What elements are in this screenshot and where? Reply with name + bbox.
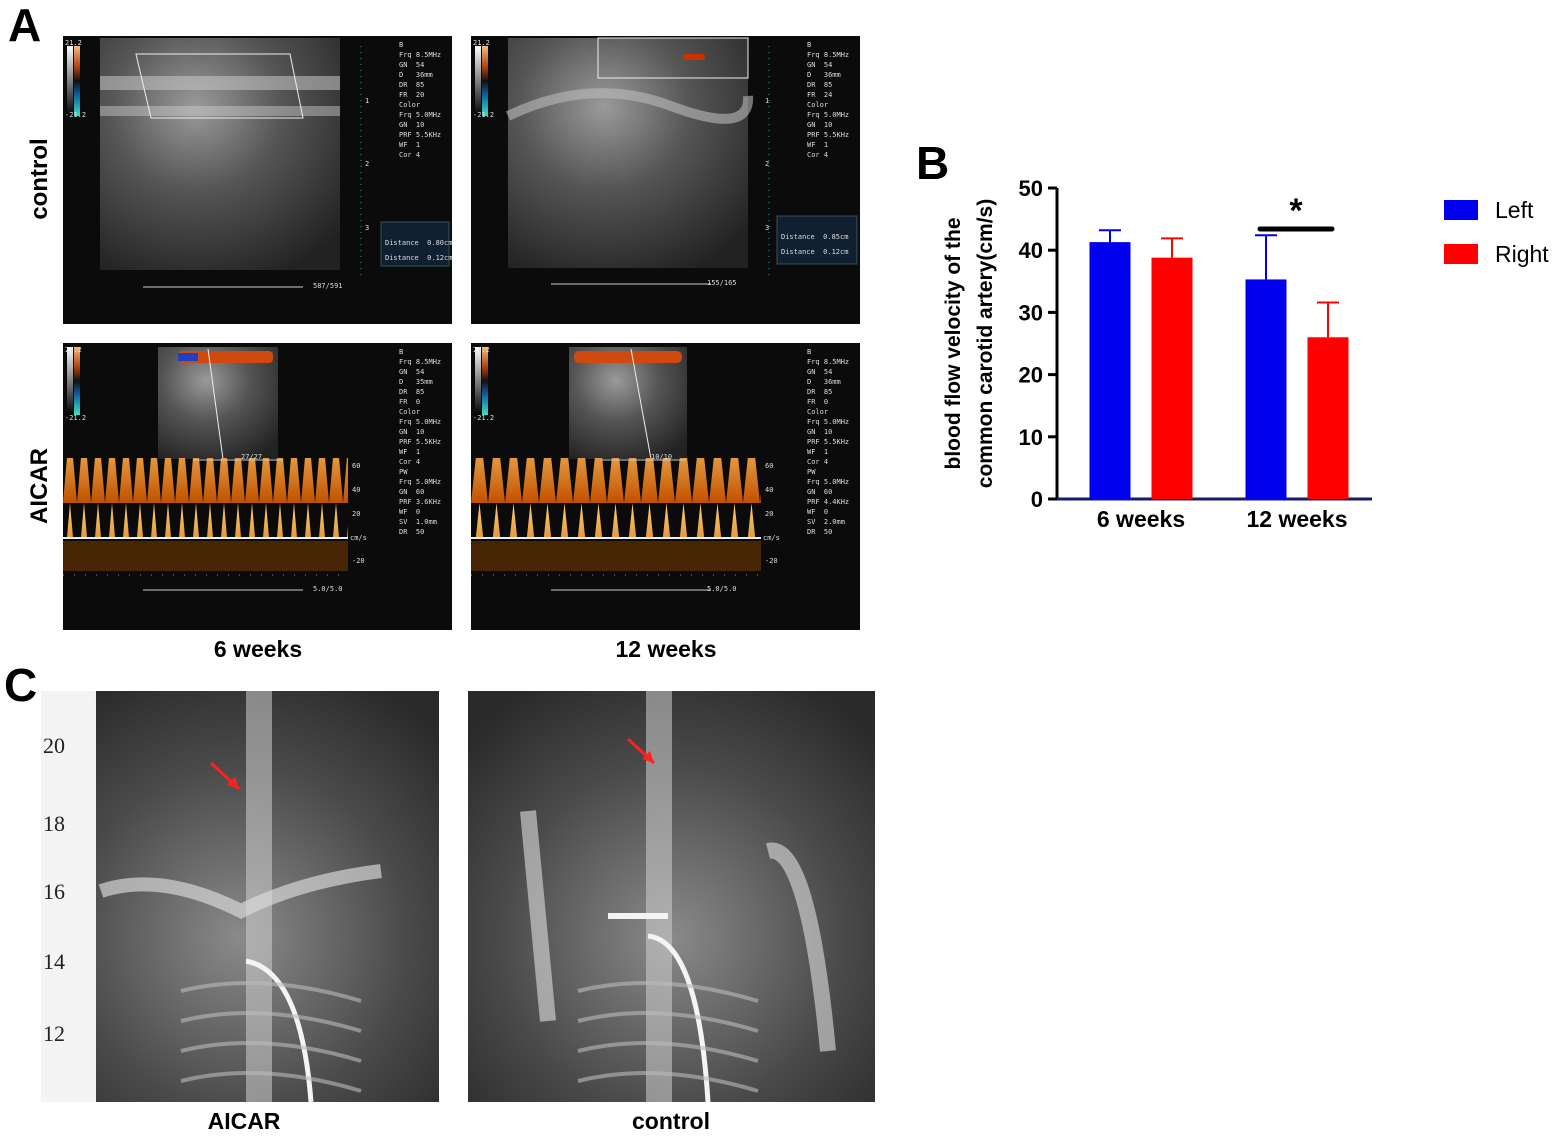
- ultrasound-aicar-6-weeks: B Frq 8.5MHz GN 54 D 35mm DR 85 FR 0 Col…: [63, 343, 452, 630]
- us-depth-tick: 2: [765, 160, 770, 168]
- bar-right: [1151, 257, 1193, 499]
- us-frame-counter: 5.0/5.0: [707, 585, 737, 593]
- y-tick-label: 0: [1031, 487, 1043, 512]
- ruler-number: 12: [43, 1021, 65, 1046]
- us-frame-counter-top: 10/10: [651, 453, 673, 461]
- xray-label-aicar: AICAR: [207, 1108, 281, 1134]
- panel-letter-a: A: [8, 0, 42, 51]
- us-parameters: B Frq 8.5MHz GN 54 D 36mm DR 85 FR 20 Co…: [399, 41, 442, 159]
- pw-scale-tick: 60: [352, 462, 361, 470]
- panel-letter-b: B: [916, 137, 950, 189]
- color-scale-bottom: -21.2: [65, 414, 87, 422]
- pw-scale-unit: cm/s: [350, 534, 367, 542]
- color-scale-bottom: -21.2: [473, 414, 495, 422]
- color-scale-top: 21.2: [65, 346, 82, 354]
- legend-swatch-right: [1444, 244, 1478, 264]
- y-tick-label: 10: [1019, 425, 1043, 450]
- ultrasound-control-12-weeks: B Frq 8.5MHz GN 54 D 36mm DR 85 FR 24 Co…: [471, 36, 860, 324]
- bar-chart: 0 10 20 30 40 50 blood flow velocity of the com…: [942, 176, 1549, 532]
- y-tick-label: 50: [1019, 176, 1043, 201]
- color-scale-bottom: -21.2: [65, 111, 87, 119]
- us-parameters: B Frq 8.5MHz GN 54 D 36mm DR 85 FR 0 Col…: [807, 348, 850, 536]
- ruler-number: 16: [43, 879, 65, 904]
- row-label-control: control: [26, 138, 53, 220]
- x-tick-label: 12 weeks: [1246, 506, 1347, 532]
- us-distance-2: Distance 0.12cm: [781, 248, 849, 256]
- pw-scale-tick: 20: [352, 510, 361, 518]
- us-frame-counter: 587/591: [313, 282, 343, 290]
- xray-label-control: control: [632, 1108, 710, 1134]
- bar-left: [1245, 279, 1287, 499]
- color-scale-top: 21.2: [473, 346, 490, 354]
- us-parameters: B Frq 8.5MHz GN 54 D 36mm DR 85 FR 24 Co…: [807, 41, 850, 159]
- us-distance-1: Distance 0.80cm: [385, 239, 452, 247]
- bar-left: [1089, 242, 1131, 499]
- bar-right: [1307, 337, 1349, 499]
- significance-star: *: [1289, 192, 1303, 230]
- us-depth-tick: 2: [365, 160, 370, 168]
- us-frame-counter-top: 27/27: [241, 453, 263, 461]
- us-depth-tick: 1: [365, 97, 370, 105]
- ultrasound-aicar-12-weeks: B Frq 8.5MHz GN 54 D 36mm DR 85 FR 0 Col…: [471, 343, 860, 630]
- color-scale-top: 21.2: [473, 39, 490, 47]
- ruler-number: 18: [43, 811, 65, 836]
- y-tick-label: 20: [1019, 363, 1043, 388]
- us-depth-tick: 3: [365, 224, 370, 232]
- us-distance-2: Distance 0.12cm: [385, 254, 452, 262]
- legend-swatch-left: [1444, 200, 1478, 220]
- color-scale-top: 21.2: [65, 39, 82, 47]
- legend-label-left: Left: [1495, 197, 1534, 223]
- pw-scale-tick: 20: [765, 510, 774, 518]
- us-distance-1: Distance 0.85cm: [781, 233, 849, 241]
- pw-scale-tick: 60: [765, 462, 774, 470]
- color-scale-bottom: -21.2: [473, 111, 495, 119]
- pw-scale-tick: 40: [765, 486, 774, 494]
- pw-scale-tick: -20: [352, 557, 365, 565]
- us-frame-counter: 5.0/5.0: [313, 585, 343, 593]
- ultrasound-control-6-weeks: B Frq 8.5MHz GN 54 D 36mm DR 85 FR 20 Co…: [63, 36, 452, 324]
- us-parameters: B Frq 8.5MHz GN 54 D 35mm DR 85 FR 0 Col…: [399, 348, 442, 536]
- y-axis-label: common carotid artery(cm/s): [974, 199, 997, 488]
- legend-label-right: Right: [1495, 241, 1549, 267]
- col-label-12-weeks: 12 weeks: [615, 636, 717, 662]
- row-label-aicar: AICAR: [26, 448, 53, 524]
- y-tick-label: 40: [1019, 238, 1043, 263]
- x-tick-label: 6 weeks: [1097, 506, 1185, 532]
- y-tick-label: 30: [1019, 300, 1043, 325]
- us-depth-tick: 3: [765, 224, 770, 232]
- y-axis-label: blood flow velocity of the: [942, 218, 965, 470]
- us-depth-tick: 1: [765, 97, 770, 105]
- ruler-number: 20: [43, 733, 65, 758]
- pw-scale-tick: -20: [765, 557, 778, 565]
- col-label-6-weeks: 6 weeks: [213, 636, 303, 662]
- ruler-number: 14: [43, 949, 65, 974]
- pw-scale-tick: 40: [352, 486, 361, 494]
- xray-control: [468, 691, 875, 1102]
- xray-aicar: 20 18 16 14 12: [41, 691, 439, 1102]
- us-frame-counter: 155/165: [707, 279, 737, 287]
- panel-letter-c: C: [4, 659, 38, 711]
- pw-scale-unit: cm/s: [763, 534, 780, 542]
